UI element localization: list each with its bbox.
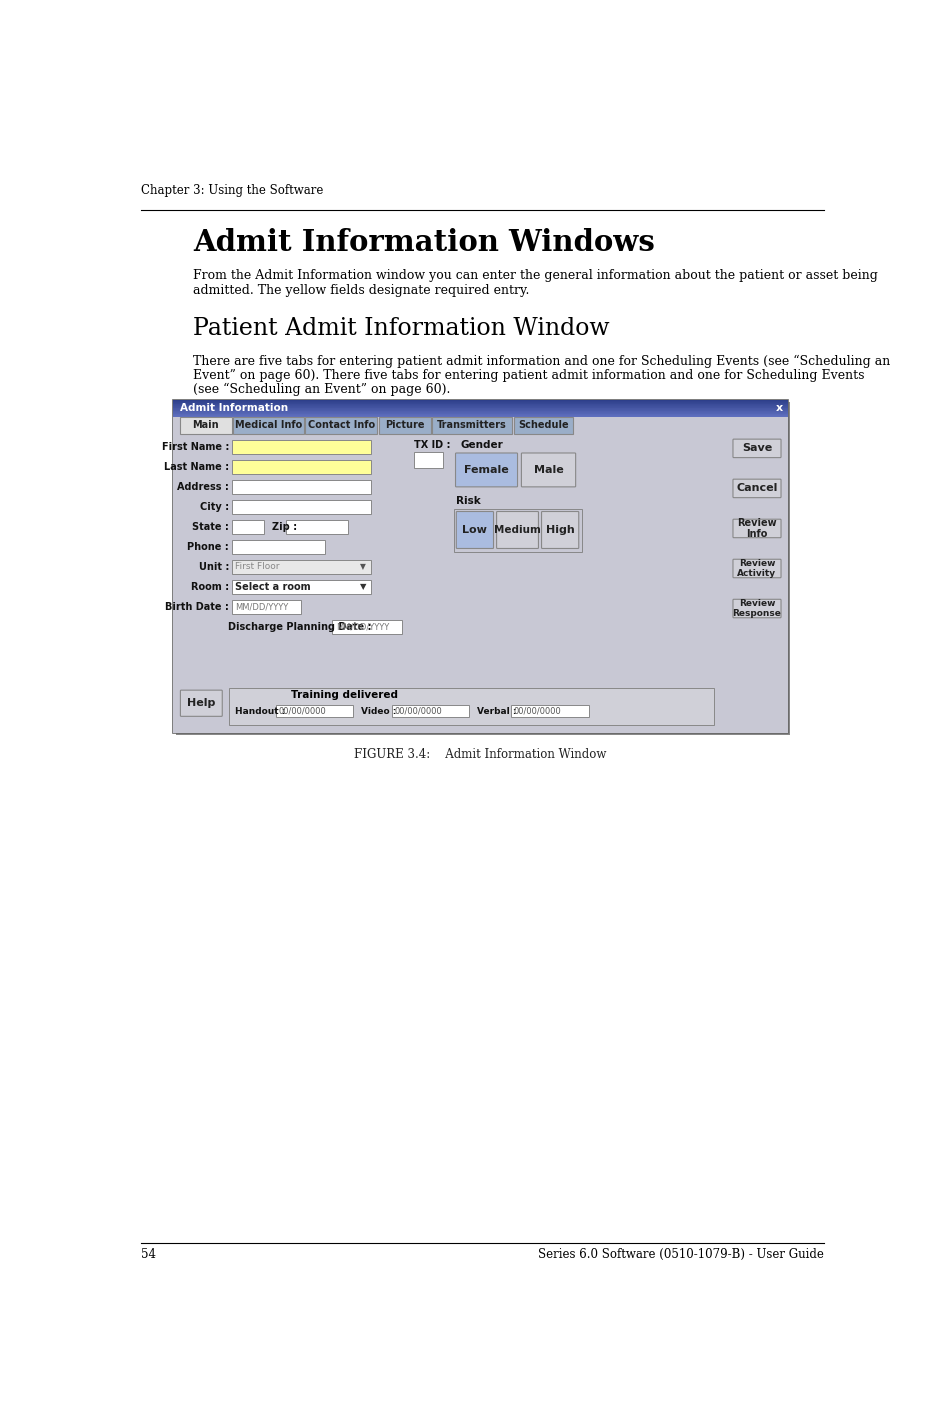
Text: MM/DD/YYYY: MM/DD/YYYY: [235, 602, 289, 612]
Text: Female: Female: [464, 464, 509, 474]
Text: Zip :: Zip :: [272, 523, 297, 532]
Text: Schedule: Schedule: [518, 420, 568, 430]
Text: First Name :: First Name :: [162, 442, 230, 452]
FancyBboxPatch shape: [733, 559, 781, 578]
Text: First Floor: First Floor: [235, 562, 279, 571]
FancyBboxPatch shape: [332, 621, 402, 633]
Text: Main: Main: [192, 420, 219, 430]
FancyBboxPatch shape: [733, 439, 781, 457]
Text: Address :: Address :: [177, 481, 230, 491]
Text: Series 6.0 Software (0510-1079-B) - User Guide: Series 6.0 Software (0510-1079-B) - User…: [537, 1248, 823, 1261]
FancyBboxPatch shape: [180, 417, 231, 433]
Text: ▼: ▼: [360, 582, 367, 592]
Text: Help: Help: [187, 699, 215, 709]
Text: Select a room: Select a room: [235, 582, 311, 592]
Text: Review
Activity: Review Activity: [738, 559, 776, 578]
Text: Training delivered: Training delivered: [291, 690, 398, 700]
Text: 00/00/0000: 00/00/0000: [278, 706, 326, 716]
Text: There are five tabs for entering patient admit information and one for Schedulin: There are five tabs for entering patient…: [193, 355, 890, 368]
FancyBboxPatch shape: [432, 417, 512, 433]
FancyBboxPatch shape: [497, 511, 538, 548]
Text: Handout :: Handout :: [235, 707, 286, 716]
Text: Admit Information: Admit Information: [180, 403, 288, 413]
FancyBboxPatch shape: [176, 402, 790, 734]
Text: 54: 54: [141, 1248, 156, 1261]
FancyBboxPatch shape: [231, 500, 371, 514]
Text: Phone :: Phone :: [187, 542, 230, 552]
Text: x: x: [775, 403, 783, 413]
Text: Gender: Gender: [460, 440, 502, 450]
FancyBboxPatch shape: [173, 400, 788, 733]
Text: Medical Info: Medical Info: [234, 420, 302, 430]
Text: Risk: Risk: [456, 497, 481, 507]
Text: Low: Low: [462, 525, 487, 535]
FancyBboxPatch shape: [521, 453, 576, 487]
FancyBboxPatch shape: [414, 452, 443, 467]
FancyBboxPatch shape: [542, 511, 579, 548]
FancyBboxPatch shape: [231, 601, 301, 613]
Text: Event” on page 60). There five tabs for entering patient admit information and o: Event” on page 60). There five tabs for …: [193, 369, 864, 382]
Text: (see “Scheduling an Event” on page 60).: (see “Scheduling an Event” on page 60).: [193, 383, 450, 396]
FancyBboxPatch shape: [231, 520, 264, 534]
FancyBboxPatch shape: [456, 511, 493, 548]
FancyBboxPatch shape: [231, 559, 371, 574]
Text: Transmitters: Transmitters: [438, 420, 507, 430]
Text: ▼: ▼: [360, 562, 366, 571]
Text: admitted. The yellow fields designate required entry.: admitted. The yellow fields designate re…: [193, 284, 529, 297]
Text: 00/00/0000: 00/00/0000: [514, 706, 562, 716]
Text: TX ID :: TX ID :: [414, 440, 450, 450]
FancyBboxPatch shape: [231, 540, 325, 554]
Text: City :: City :: [200, 501, 230, 511]
Text: Review
Info: Review Info: [737, 518, 777, 540]
FancyBboxPatch shape: [733, 520, 781, 538]
Text: Verbal :: Verbal :: [477, 707, 517, 716]
Text: Cancel: Cancel: [736, 483, 777, 493]
Text: Chapter 3: Using the Software: Chapter 3: Using the Software: [141, 185, 324, 197]
FancyBboxPatch shape: [231, 460, 371, 474]
Text: Save: Save: [742, 443, 773, 453]
Text: Patient Admit Information Window: Patient Admit Information Window: [193, 317, 610, 339]
FancyBboxPatch shape: [286, 520, 348, 534]
Text: Picture: Picture: [385, 420, 424, 430]
Text: Male: Male: [534, 464, 564, 474]
FancyBboxPatch shape: [733, 479, 781, 497]
Text: Admit Information Windows: Admit Information Windows: [193, 229, 655, 257]
FancyBboxPatch shape: [454, 510, 582, 552]
FancyBboxPatch shape: [392, 704, 470, 717]
FancyBboxPatch shape: [511, 704, 589, 717]
FancyBboxPatch shape: [514, 417, 573, 433]
Text: FIGURE 3.4:    Admit Information Window: FIGURE 3.4: Admit Information Window: [354, 748, 607, 761]
Text: State :: State :: [192, 523, 230, 532]
Text: High: High: [546, 525, 575, 535]
FancyBboxPatch shape: [173, 417, 788, 733]
FancyBboxPatch shape: [733, 599, 781, 618]
FancyBboxPatch shape: [231, 440, 371, 454]
FancyBboxPatch shape: [230, 687, 713, 724]
FancyBboxPatch shape: [276, 704, 353, 717]
Text: Contact Info: Contact Info: [308, 420, 375, 430]
FancyBboxPatch shape: [231, 480, 371, 494]
FancyBboxPatch shape: [231, 579, 371, 594]
Text: Unit :: Unit :: [199, 562, 230, 572]
FancyBboxPatch shape: [181, 690, 222, 716]
Text: Last Name :: Last Name :: [164, 462, 230, 471]
Text: Room :: Room :: [191, 582, 230, 592]
Text: Birth Date :: Birth Date :: [166, 602, 230, 612]
Text: Video :: Video :: [361, 707, 396, 716]
Text: Medium: Medium: [494, 525, 541, 535]
FancyBboxPatch shape: [305, 417, 377, 433]
Text: MM/DD/YYYY: MM/DD/YYYY: [336, 622, 390, 632]
FancyBboxPatch shape: [233, 417, 304, 433]
FancyBboxPatch shape: [379, 417, 431, 433]
Text: Discharge Planning Date :: Discharge Planning Date :: [228, 622, 371, 632]
Text: 00/00/0000: 00/00/0000: [394, 706, 442, 716]
Text: Review
Response: Review Response: [732, 599, 781, 618]
FancyBboxPatch shape: [455, 453, 518, 487]
Text: From the Admit Information window you can enter the general information about th: From the Admit Information window you ca…: [193, 268, 878, 283]
FancyBboxPatch shape: [175, 433, 787, 733]
